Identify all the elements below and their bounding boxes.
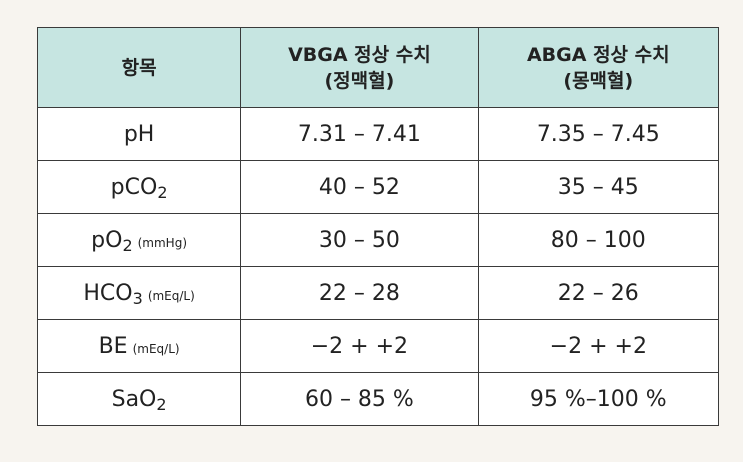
- table-row: pH 7.31 – 7.41 7.35 – 7.45: [36, 107, 720, 161]
- item-name: BE: [98, 333, 128, 359]
- item-unit: (mEq/L): [147, 288, 195, 303]
- abga-value: −2 + +2: [549, 333, 647, 359]
- table: 항목 VBGA 정상 수치 (정맥혈) ABGA 정상 수치 (몽맥혈) pH 7.3…: [36, 27, 720, 426]
- item-subscript: 3: [132, 288, 143, 308]
- vbga-cell: −2 + +2: [240, 319, 479, 373]
- header-row: 항목 VBGA 정상 수치 (정맥혈) ABGA 정상 수치 (몽맥혈): [36, 27, 720, 108]
- vbga-value: 22 – 28: [318, 280, 400, 306]
- abga-value: 7.35 – 7.45: [536, 121, 660, 147]
- header-text: 항목: [121, 56, 157, 79]
- abga-cell: 35 – 45: [477, 160, 720, 214]
- item-name: HCO: [83, 280, 133, 306]
- vbga-cell: 40 – 52: [240, 160, 479, 214]
- item-cell: HCO3 (mEq/L): [36, 266, 242, 320]
- abga-cell: 7.35 – 7.45: [477, 107, 720, 161]
- table-row: pCO2 40 – 52 35 – 45: [36, 160, 720, 214]
- abga-value: 35 – 45: [557, 174, 639, 200]
- table-body: pH 7.31 – 7.41 7.35 – 7.45 pCO2 40 – 52 35 – …: [36, 107, 720, 426]
- item-name: SaO: [111, 386, 157, 412]
- table-row: pO2 (mmHg) 30 – 50 80 – 100: [36, 213, 720, 267]
- header-text: (정맥혈): [324, 69, 395, 92]
- header-cell: VBGA 정상 수치 (정맥혈): [240, 27, 479, 108]
- abga-cell: −2 + +2: [477, 319, 720, 373]
- abga-value: 95 %–100 %: [529, 386, 667, 412]
- vbga-value: 60 – 85 %: [304, 386, 414, 412]
- vbga-cell: 60 – 85 %: [240, 372, 479, 426]
- abga-cell: 95 %–100 %: [477, 372, 720, 426]
- header-cell: 항목: [36, 27, 242, 108]
- header-cell: ABGA 정상 수치 (몽맥혈): [477, 27, 720, 108]
- header-text: (몽맥혈): [563, 69, 634, 92]
- abga-value: 80 – 100: [550, 227, 646, 253]
- header-text: ABGA 정상 수치: [526, 43, 670, 66]
- vbga-cell: 7.31 – 7.41: [240, 107, 479, 161]
- header-text: VBGA 정상 수치: [288, 43, 431, 66]
- abga-cell: 80 – 100: [477, 213, 720, 267]
- vbga-value: 7.31 – 7.41: [297, 121, 421, 147]
- item-name: pCO: [110, 174, 158, 200]
- vbga-value: 30 – 50: [318, 227, 400, 253]
- item-name: pH: [123, 121, 155, 147]
- table-row: HCO3 (mEq/L) 22 – 28 22 – 26: [36, 266, 720, 320]
- vbga-value: −2 + +2: [310, 333, 409, 359]
- vbga-cell: 22 – 28: [240, 266, 479, 320]
- item-cell: SaO2: [36, 372, 242, 426]
- item-name: pO: [91, 227, 123, 253]
- abga-value: 22 – 26: [557, 280, 639, 306]
- table-row: SaO2 60 – 85 % 95 %–100 %: [36, 372, 720, 426]
- item-subscript: 2: [156, 394, 167, 414]
- table-row: BE (mEq/L) −2 + +2 −2 + +2: [36, 319, 720, 373]
- item-cell: pO2 (mmHg): [36, 213, 242, 267]
- item-unit: (mEq/L): [132, 341, 180, 356]
- item-cell: pCO2: [36, 160, 242, 214]
- item-unit: (mmHg): [137, 235, 188, 250]
- vbga-cell: 30 – 50: [240, 213, 479, 267]
- item-subscript: 2: [157, 182, 168, 202]
- item-subscript: 2: [122, 235, 133, 255]
- item-cell: BE (mEq/L): [36, 319, 242, 373]
- vbga-value: 40 – 52: [318, 174, 400, 200]
- item-cell: pH: [36, 107, 242, 161]
- abga-cell: 22 – 26: [477, 266, 720, 320]
